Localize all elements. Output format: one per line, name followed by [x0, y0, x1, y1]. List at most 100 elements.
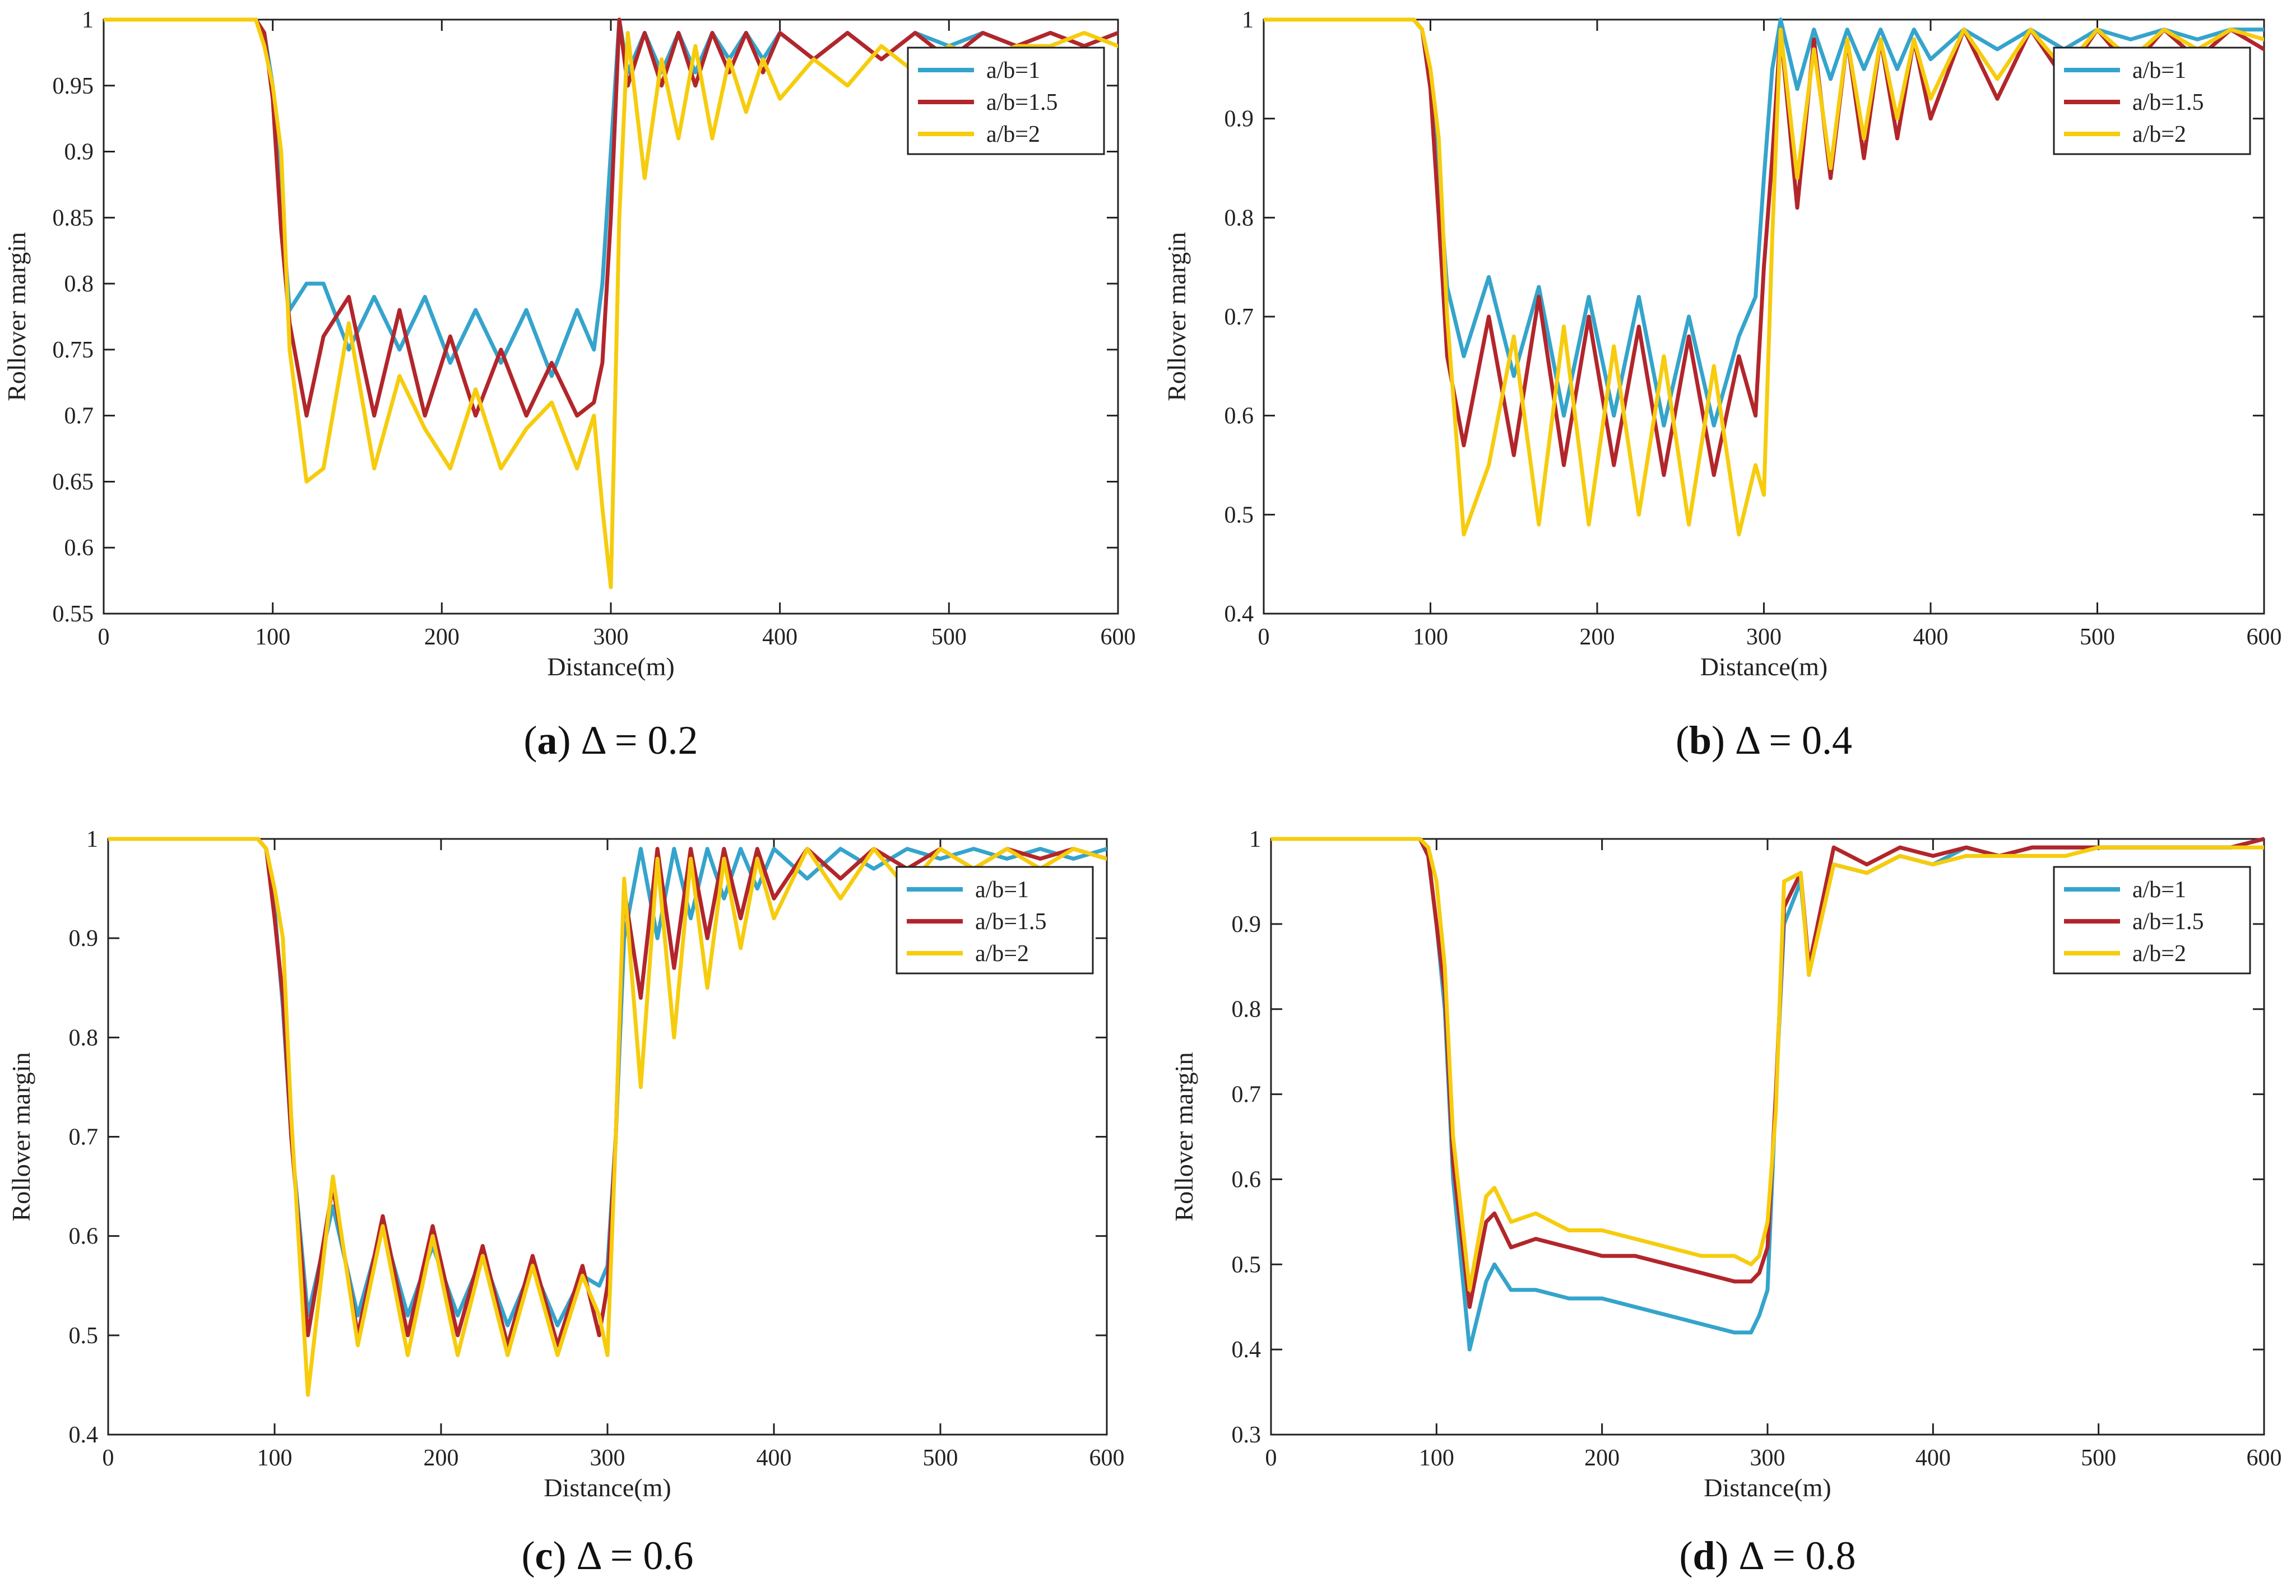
x-tick-label: 200: [1584, 1445, 1620, 1471]
series-line-a-b-1-5: [1264, 17, 2264, 477]
chart-panel-d: 0 100 200 300 400 500 600 0.3 0.4 0.5 0.6 0.7 0.8 0.9…: [1170, 827, 2282, 1578]
panel-caption: (a) Δ = 0.2: [524, 718, 698, 763]
x-tick-label: 300: [590, 1445, 625, 1471]
y-tick-label: 0.55: [53, 601, 94, 627]
x-tick-label: 600: [2247, 624, 2282, 650]
x-tick-label: 0: [1265, 1445, 1277, 1471]
y-tick-label: 0.75: [53, 337, 94, 363]
y-tick-label: 0.8: [1224, 205, 1254, 231]
panel-caption: (b) Δ = 0.4: [1676, 718, 1852, 763]
legend-entry: a/b=1.5: [2132, 909, 2204, 935]
chart-panel-a: 0 100 200 300 400 500 600 0.55 0.6 0.65 0.7 0.75 0.8…: [2, 7, 1136, 763]
x-axis-label: Distance(m): [544, 1473, 671, 1502]
x-tick-label: 500: [931, 624, 967, 650]
y-tick-label: 0.95: [53, 73, 94, 99]
y-tick-label: 0.85: [53, 205, 94, 231]
legend-entry: a/b=2: [2132, 122, 2186, 147]
caption-panel-letter: d: [1693, 1533, 1715, 1578]
y-tick-label: 0.6: [1224, 403, 1254, 429]
x-tick-label: 500: [2081, 1445, 2116, 1471]
x-tick-label: 300: [1750, 1445, 1785, 1471]
x-tick-label: 400: [1913, 624, 1949, 650]
caption-panel-letter: a: [537, 718, 558, 763]
x-tick-label: 600: [2247, 1445, 2282, 1471]
y-tick-label: 0.7: [69, 1125, 99, 1150]
caption-panel-letter: b: [1689, 718, 1711, 763]
y-tick-label: 0.3: [1232, 1422, 1261, 1448]
series-line-a-b-2: [1264, 17, 2264, 537]
y-tick-label: 0.4: [1224, 601, 1254, 627]
y-tick-label: 0.9: [1224, 106, 1254, 132]
series-line-a-b-1: [1264, 17, 2264, 428]
legend-entry: a/b=2: [2132, 941, 2186, 967]
legend-entry: a/b=2: [986, 122, 1040, 147]
y-tick-label: 0.5: [69, 1323, 99, 1349]
legend-entry: a/b=1.5: [2132, 90, 2204, 115]
x-tick-label: 100: [1419, 1445, 1454, 1471]
y-tick-label: 1: [1249, 827, 1261, 852]
x-tick-label: 100: [255, 624, 290, 650]
y-tick-label: 0.9: [69, 926, 99, 952]
y-axis-label: Rollover margin: [1162, 232, 1191, 401]
y-tick-label: 0.7: [64, 403, 94, 429]
x-tick-label: 200: [424, 624, 460, 650]
x-axis-label: Distance(m): [1704, 1473, 1831, 1502]
x-tick-label: 0: [1258, 624, 1270, 650]
x-tick-label: 400: [757, 1445, 792, 1471]
x-tick-label: 300: [1746, 624, 1782, 650]
y-tick-label: 0.7: [1232, 1082, 1261, 1108]
y-tick-label: 0.6: [69, 1224, 99, 1250]
y-tick-label: 0.8: [1232, 997, 1261, 1023]
caption-delta: ) Δ = 0.4: [1711, 718, 1852, 763]
legend-entry: a/b=1: [2132, 877, 2186, 903]
x-tick-label: 0: [103, 1445, 114, 1471]
caption-paren-open: (: [522, 1533, 535, 1578]
legend-entry: a/b=2: [975, 941, 1029, 967]
legend-entry: a/b=1.5: [986, 90, 1058, 115]
legend-entry: a/b=1.5: [975, 909, 1047, 935]
legend: a/b=1 a/b=1.5 a/b=2: [907, 47, 1105, 155]
legend: a/b=1 a/b=1.5 a/b=2: [896, 866, 1094, 975]
x-tick-label: 500: [923, 1445, 958, 1471]
x-tick-label: 100: [257, 1445, 293, 1471]
legend: a/b=1 a/b=1.5 a/b=2: [2053, 866, 2251, 975]
y-tick-label: 0.6: [1232, 1167, 1261, 1193]
x-axis-label: Distance(m): [1700, 652, 1827, 681]
legend-entry: a/b=1: [975, 877, 1029, 903]
series-line-a-b-2: [104, 17, 1118, 590]
x-tick-label: 400: [1915, 1445, 1951, 1471]
series-line-a-b-1-5: [104, 17, 1118, 418]
caption-paren-open: (: [524, 718, 537, 763]
chart-panel-c: 0 100 200 300 400 500 600 0.4 0.5 0.6 0.7 0.8 0.9 1 Di…: [7, 827, 1125, 1578]
caption-delta: ) Δ = 0.6: [553, 1533, 694, 1578]
chart-panel-b: 0 100 200 300 400 500 600 0.4 0.5 0.6 0.7 0.8 0.9 1 Di…: [1162, 7, 2282, 763]
panel-caption: (d) Δ = 0.8: [1680, 1533, 1856, 1578]
caption-panel-letter: c: [535, 1533, 553, 1578]
y-tick-label: 1: [86, 827, 98, 852]
y-tick-label: 0.5: [1224, 502, 1254, 528]
y-tick-label: 0.9: [1232, 912, 1261, 938]
x-tick-label: 600: [1101, 624, 1136, 650]
y-tick-label: 0.8: [69, 1025, 99, 1051]
y-axis-label: Rollover margin: [2, 232, 31, 401]
legend: a/b=1 a/b=1.5 a/b=2: [2053, 47, 2251, 155]
x-tick-label: 300: [593, 624, 629, 650]
caption-paren-open: (: [1680, 1533, 1693, 1578]
y-axis-label: Rollover margin: [7, 1052, 35, 1222]
y-tick-label: 0.8: [64, 271, 94, 297]
x-tick-label: 500: [2080, 624, 2115, 650]
caption-delta: ) Δ = 0.2: [558, 718, 698, 763]
legend-entry: a/b=1: [2132, 58, 2186, 83]
x-tick-label: 0: [98, 624, 110, 650]
series-line-a-b-2: [1271, 837, 2264, 1292]
x-tick-label: 200: [1580, 624, 1615, 650]
y-tick-label: 0.4: [69, 1422, 99, 1448]
x-tick-label: 600: [1089, 1445, 1125, 1471]
y-tick-label: 0.65: [53, 469, 94, 495]
series-line-a-b-2: [108, 837, 1107, 1397]
y-tick-label: 0.7: [1224, 304, 1254, 330]
y-tick-label: 0.4: [1232, 1337, 1261, 1363]
series-line-a-b-1-5: [1271, 837, 2264, 1309]
y-tick-label: 0.5: [1232, 1252, 1261, 1278]
